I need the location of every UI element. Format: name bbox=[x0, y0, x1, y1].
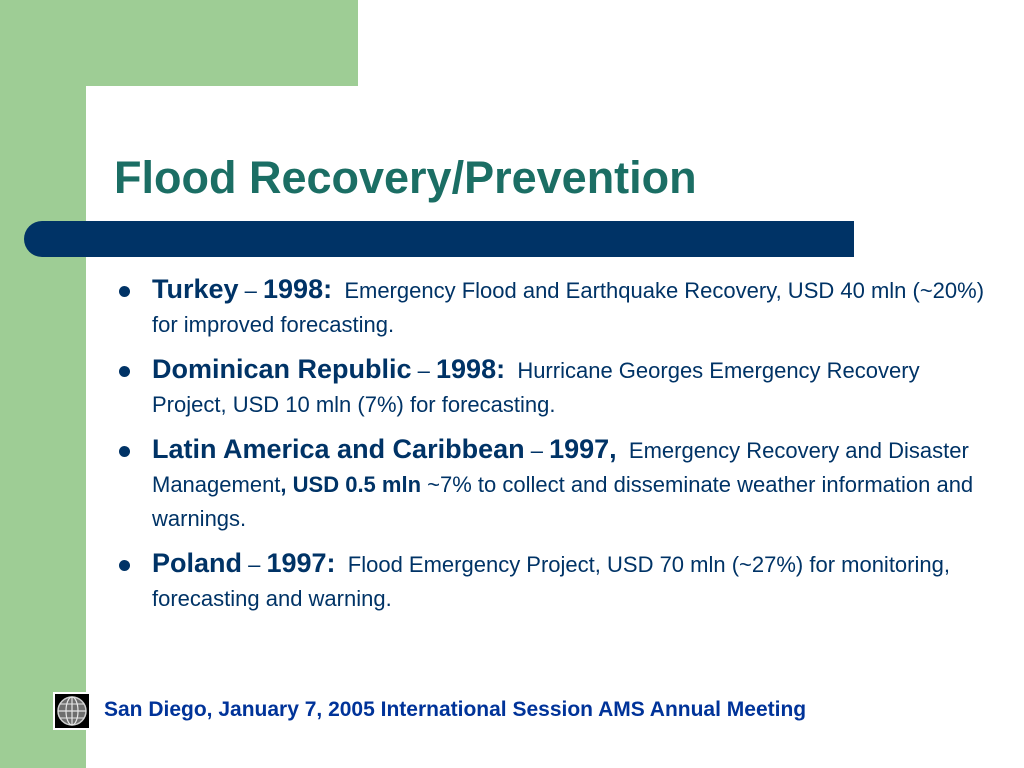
bullet-item-poland: Poland – 1997: Flood Emergency Project, … bbox=[110, 546, 990, 616]
bullet-icon bbox=[119, 366, 130, 377]
bullet-icon bbox=[119, 286, 130, 297]
bullet-icon bbox=[119, 560, 130, 571]
bullet-dash: – bbox=[238, 278, 264, 303]
bullet-detail-bold: , USD 0.5 mln bbox=[280, 472, 422, 497]
bullet-country: Poland bbox=[152, 548, 243, 578]
bullet-country: Latin America and Caribbean bbox=[152, 434, 525, 464]
bullet-dash: – bbox=[242, 552, 267, 577]
green-sidebar bbox=[0, 0, 86, 768]
bullet-year: 1997, bbox=[549, 434, 617, 464]
bullet-country: Dominican Republic bbox=[152, 354, 412, 384]
bullet-dash: – bbox=[524, 438, 550, 463]
bullet-dash: – bbox=[411, 358, 437, 383]
bullet-year: 1998: bbox=[263, 274, 333, 304]
bullet-icon bbox=[119, 446, 130, 457]
footer-text: San Diego, January 7, 2005 International… bbox=[104, 698, 807, 721]
bullet-item-latin-america: Latin America and Caribbean – 1997, Emer… bbox=[110, 432, 990, 536]
bullet-detail: Flood Emergency Project, USD 70 mln (~27… bbox=[152, 552, 950, 611]
bullet-detail: Emergency Flood and Earthquake Recovery,… bbox=[152, 278, 985, 337]
title-underline-bar bbox=[24, 221, 854, 257]
content-panel bbox=[86, 86, 1024, 768]
bullet-item-turkey: Turkey – 1998: Emergency Flood and Earth… bbox=[110, 272, 990, 342]
bullet-detail: Hurricane Georges Emergency Recovery Pro… bbox=[152, 358, 920, 417]
slide-title: Flood Recovery/Prevention bbox=[114, 152, 697, 203]
bullet-year: 1998: bbox=[436, 354, 506, 384]
bullet-year: 1997: bbox=[266, 548, 336, 578]
bullet-list: Turkey – 1998: Emergency Flood and Earth… bbox=[110, 272, 990, 626]
bullet-item-dominican-republic: Dominican Republic – 1998: Hurricane Geo… bbox=[110, 352, 990, 422]
bullet-detail: Emergency Recovery and Disaster Manageme… bbox=[152, 438, 969, 497]
bullet-country: Turkey bbox=[152, 274, 239, 304]
bullet-detail-continued: ~7% to collect and disseminate weather i… bbox=[152, 472, 974, 531]
globe-icon bbox=[53, 692, 91, 730]
